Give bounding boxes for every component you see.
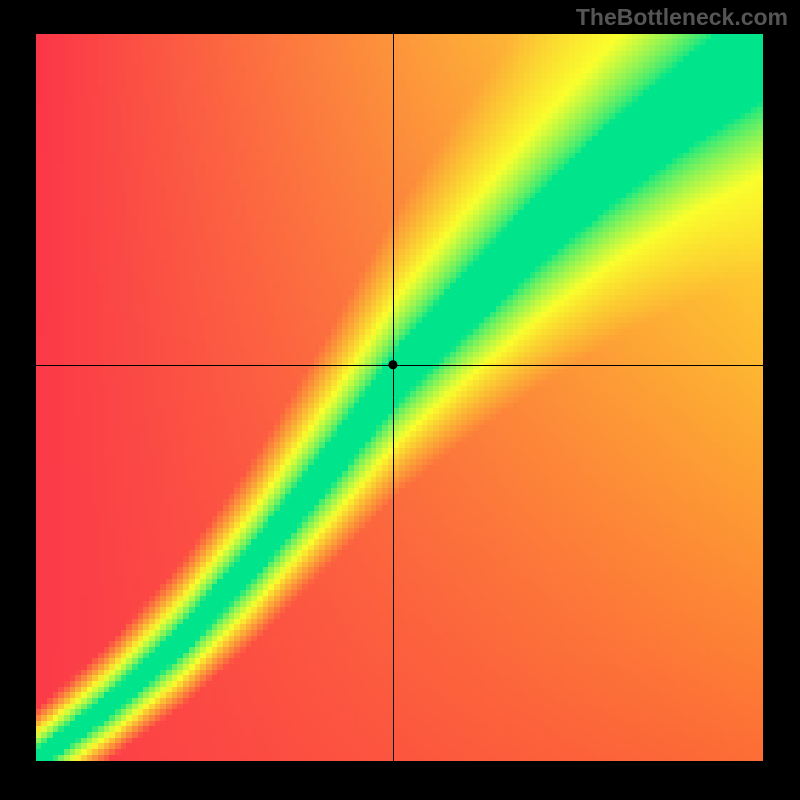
watermark-text: TheBottleneck.com [576, 4, 788, 31]
bottleneck-heatmap [36, 34, 763, 761]
